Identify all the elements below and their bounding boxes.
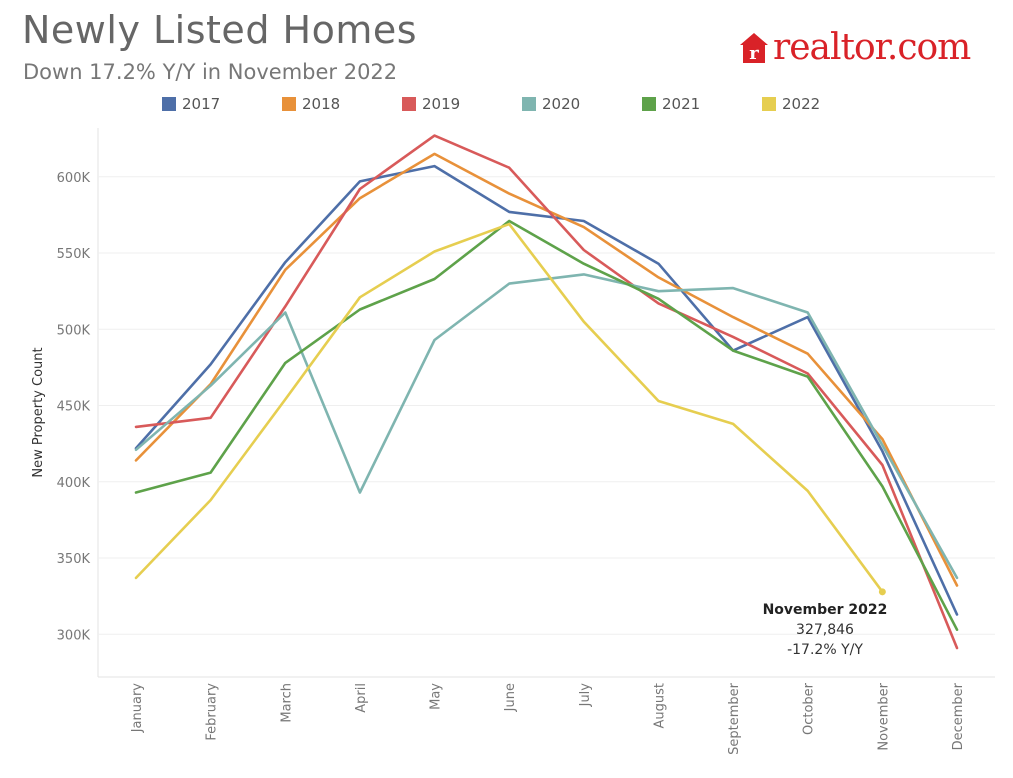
legend-item-2017: 2017 [162, 95, 220, 113]
series-line-2022 [134, 222, 884, 594]
chart-legend: 2017 2018 2019 2020 2021 2022 [0, 95, 1013, 117]
x-tick-label: October [802, 682, 817, 735]
series-line-2017 [134, 164, 959, 616]
series-line-2019 [134, 134, 959, 650]
legend-swatch [762, 97, 776, 111]
x-tick-label: November [876, 682, 891, 750]
legend-item-2018: 2018 [282, 95, 340, 113]
x-tick-label: February [205, 683, 220, 741]
svg-text:r: r [749, 43, 759, 64]
annotation-title: November 2022 [762, 602, 888, 618]
legend-swatch [522, 97, 536, 111]
legend-label: 2017 [182, 95, 221, 113]
legend-label: 2021 [662, 95, 701, 113]
series-line-2018 [134, 152, 959, 587]
chart-subtitle: Down 17.2% Y/Y in November 2022 [23, 60, 398, 84]
legend-label: 2018 [302, 95, 341, 113]
chart-title: Newly Listed Homes [22, 8, 418, 52]
annotation-change: -17.2% Y/Y [787, 642, 863, 658]
y-tick-label: 500K [57, 323, 91, 338]
legend-item-2019: 2019 [402, 95, 460, 113]
x-tick-label: March [279, 683, 294, 723]
legend-label: 2020 [542, 95, 581, 113]
highlight-point [878, 588, 886, 596]
legend-swatch [162, 97, 176, 111]
y-tick-label: 600K [57, 171, 91, 186]
x-tick-label: April [354, 683, 369, 713]
legend-item-2021: 2021 [642, 95, 700, 113]
y-tick-label: 300K [57, 628, 91, 643]
y-tick-label: 400K [57, 476, 91, 491]
logo-wordmark: realtor.com [773, 27, 971, 68]
legend-item-2022: 2022 [762, 95, 820, 113]
house-r-icon: r [740, 33, 768, 64]
legend-item-2020: 2020 [522, 95, 580, 113]
x-tick-label: January [130, 683, 145, 734]
x-tick-label: May [429, 683, 444, 710]
legend-label: 2022 [782, 95, 821, 113]
y-tick-label: 350K [57, 552, 91, 567]
legend-swatch [402, 97, 416, 111]
legend-swatch [642, 97, 656, 111]
y-tick-label: 550K [57, 247, 91, 262]
x-tick-label: September [727, 682, 742, 755]
legend-swatch [282, 97, 296, 111]
y-axis-label: New Property Count [31, 347, 46, 477]
series-line-2021 [134, 219, 959, 631]
annotation-value: 327,846 [796, 622, 854, 638]
realtor-logo: r realtor.com [739, 26, 971, 70]
x-tick-label: August [652, 683, 667, 729]
x-tick-label: June [503, 683, 518, 712]
november-2022-annotation: November 2022 327,846 -17.2% Y/Y [740, 600, 910, 660]
series-line-2020 [134, 273, 959, 580]
x-tick-label: July [578, 683, 593, 708]
y-tick-label: 450K [57, 400, 91, 415]
legend-label: 2019 [422, 95, 461, 113]
x-tick-label: December [951, 682, 966, 750]
